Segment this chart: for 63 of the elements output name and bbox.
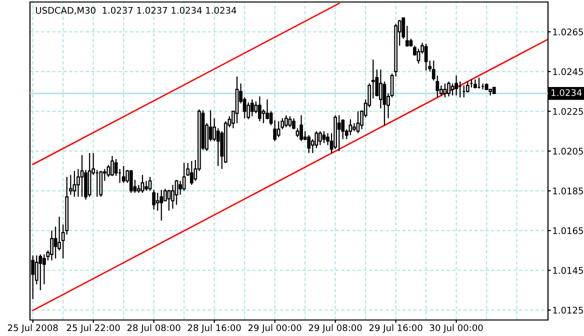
x-tick-label: 28 Jul 08:00 — [127, 324, 180, 333]
x-tick-label: 25 Jul 22:00 — [66, 324, 120, 333]
y-tick-label: 1.0165 — [553, 227, 583, 234]
candlestick — [424, 43, 428, 72]
candlestick — [314, 130, 318, 149]
x-tick-label: 29 Jul 16:00 — [369, 324, 422, 333]
candlestick — [348, 118, 352, 136]
candlestick — [167, 189, 171, 212]
candlestick — [284, 114, 288, 128]
candlestick — [276, 120, 280, 138]
candlestick — [190, 160, 194, 186]
y-tick-label: 1.0225 — [553, 108, 583, 115]
candlestick — [72, 170, 76, 198]
candlestick — [174, 179, 178, 206]
x-tick-label: 29 Jul 00:00 — [248, 324, 302, 333]
x-tick-label: 28 Jul 16:00 — [188, 324, 241, 333]
candlestick — [171, 184, 174, 210]
candlestick — [337, 114, 341, 152]
y-tick-label: 1.0245 — [553, 68, 583, 76]
candlestick — [235, 76, 239, 124]
candlestick — [443, 82, 447, 98]
candlestick — [156, 192, 160, 212]
y-tick-label: 1.0145 — [553, 267, 583, 274]
candlestick — [160, 189, 164, 222]
candlestick — [148, 176, 152, 192]
candlestick — [178, 180, 182, 196]
ref-line-label: 1.0234 — [552, 89, 582, 96]
candlestick — [318, 130, 322, 146]
candlestick — [50, 230, 54, 261]
x-tick-label: 29 Jul 08:00 — [308, 324, 362, 333]
candlestick — [250, 98, 254, 117]
candlestick — [288, 116, 292, 128]
candlestick — [140, 174, 144, 194]
candlestick — [450, 82, 454, 96]
candlestick — [38, 254, 42, 291]
candlestick — [80, 154, 84, 198]
candlestick — [144, 180, 148, 192]
candlestick — [356, 110, 360, 134]
chart-title: USDCAD,M30 1.0237 1.0237 1.0234 1.0234 — [36, 6, 236, 15]
candlestick — [110, 155, 114, 176]
candlestick — [182, 162, 186, 192]
candlestick — [307, 134, 311, 154]
candlestick — [300, 114, 303, 142]
candlestick — [382, 80, 386, 126]
x-tick-label: 30 Jul 00:00 — [430, 324, 483, 333]
candlestick — [88, 152, 92, 198]
y-tick-label: 1.0125 — [553, 306, 583, 314]
candlestick — [129, 169, 133, 194]
candlestick — [454, 74, 458, 96]
candlestick — [266, 98, 269, 120]
candlestick — [106, 164, 110, 178]
y-tick-label: 1.0265 — [553, 28, 583, 36]
candlestick — [322, 130, 326, 144]
candlestick — [152, 189, 156, 210]
candlestick — [99, 170, 103, 198]
candlestick — [273, 120, 277, 142]
candlestick — [447, 80, 450, 97]
y-tick-label: 1.0185 — [553, 188, 583, 194]
candlestick — [258, 96, 262, 122]
candlestick — [246, 102, 250, 120]
candlestick — [122, 165, 126, 184]
x-tick-label: 25 Jul 2008 — [8, 324, 58, 333]
y-tick-label: 1.0205 — [553, 148, 583, 155]
